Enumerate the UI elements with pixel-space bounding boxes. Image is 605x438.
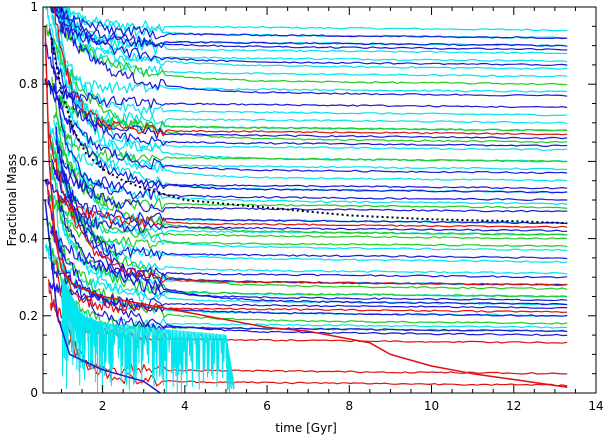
blue-series-line	[50, 7, 568, 40]
cyan-series-line	[55, 31, 568, 182]
red-series-line	[52, 7, 568, 137]
x-axis-title: time [Gyr]	[275, 421, 337, 435]
blue-series-line	[48, 7, 568, 66]
cyan-series-line	[56, 208, 568, 330]
green-series-line	[46, 24, 568, 144]
y-tick-label: 1	[30, 0, 38, 14]
blue-series-line	[44, 78, 568, 109]
cyan-series-line	[55, 7, 568, 33]
blue-solid-highlight-line	[44, 199, 161, 393]
red-solid-highlight-line	[44, 26, 568, 388]
y-axis-title: Fractional Mass	[5, 154, 19, 247]
y-tick-label: 0.8	[19, 77, 38, 91]
black-dotted-highlight-line	[50, 37, 568, 225]
blue-series-line	[50, 225, 568, 337]
blue-series-line	[52, 232, 568, 286]
cyan-series-line	[59, 7, 568, 64]
blue-series-line	[55, 126, 568, 261]
blue-series-line	[44, 42, 568, 140]
blue-series-line	[57, 195, 568, 279]
cyan-series-line	[54, 7, 568, 55]
blue-series-line	[56, 144, 568, 302]
cyan-series-line	[60, 216, 568, 306]
blue-series-line	[55, 168, 568, 201]
x-tick-label: 10	[424, 399, 439, 413]
blue-series-line	[44, 178, 568, 225]
red-series-line	[48, 279, 568, 387]
y-tick-label: 0.4	[19, 232, 38, 246]
x-tick-label: 2	[99, 399, 107, 413]
blue-series-line	[48, 279, 568, 309]
cyan-series-line	[48, 121, 568, 172]
red-series-line	[48, 133, 568, 287]
blue-series-line	[60, 159, 568, 306]
y-tick-label: 0.2	[19, 309, 38, 323]
cyan-series-line	[56, 7, 568, 39]
blue-series-line	[55, 139, 568, 213]
axis-ticks: 2 4 6 8 10 12 14 0 0.2 0.4 0.6 0.8 1	[19, 0, 604, 413]
green-series-line	[47, 233, 568, 334]
plot-area	[44, 7, 568, 393]
red-series-line	[57, 190, 568, 228]
red-series-line	[46, 179, 568, 314]
x-tick-label: 8	[345, 399, 353, 413]
cyan-series-line	[51, 15, 568, 163]
blue-series-line	[49, 28, 568, 148]
green-series-line	[46, 215, 568, 325]
noisy-cyan-series-line	[61, 277, 235, 393]
blue-series-line	[52, 82, 568, 194]
blue-series-line	[50, 7, 568, 51]
green-series-line	[48, 194, 568, 240]
y-tick-label: 0.6	[19, 154, 38, 168]
x-tick-label: 6	[263, 399, 271, 413]
green-series-line	[56, 201, 568, 298]
x-tick-label: 4	[181, 399, 189, 413]
y-tick-label: 0	[30, 386, 38, 400]
x-tick-label: 14	[588, 399, 603, 413]
x-tick-label: 12	[506, 399, 521, 413]
cyan-series-line	[49, 7, 568, 117]
blue-series-line	[50, 40, 568, 190]
blue-series-line	[48, 80, 568, 175]
green-series-line	[50, 153, 568, 249]
blue-series-line	[60, 21, 568, 97]
blue-series-line	[50, 7, 568, 49]
